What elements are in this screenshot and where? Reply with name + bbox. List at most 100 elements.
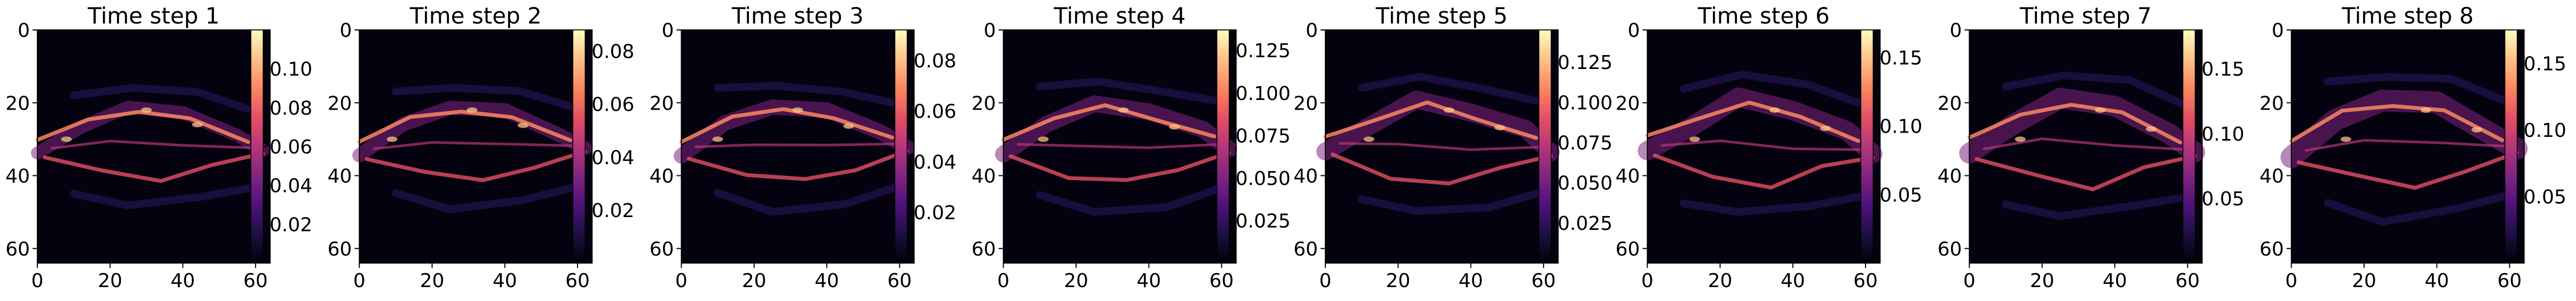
y-tick-label: 20 bbox=[327, 92, 352, 114]
heatmap-structure-2 bbox=[35, 110, 250, 144]
y-tick-label: 60 bbox=[2259, 238, 2284, 260]
heatmap-highlight bbox=[1038, 136, 1049, 142]
x-tick-label: 0 bbox=[1319, 270, 1332, 292]
x-tick-label: 0 bbox=[1963, 270, 1976, 292]
axes-frame bbox=[2290, 29, 2525, 264]
heatmap-panel-5: Time step 50 20 40 6002040600.0250.0500.075… bbox=[1293, 3, 1613, 292]
colorbar bbox=[2182, 29, 2196, 264]
y-tick-label: 20 bbox=[2259, 92, 2284, 114]
colorbar-tick-label: 0.04 bbox=[270, 175, 312, 197]
x-tick-label: 0 bbox=[353, 270, 366, 292]
y-tick-label: 60 bbox=[971, 238, 996, 260]
y-tick-label: 40 bbox=[1615, 166, 1640, 188]
x-tick-label: 40 bbox=[1781, 270, 1805, 292]
heatmap-structure-5 bbox=[69, 183, 259, 210]
heatmap-highlight bbox=[712, 136, 723, 142]
colorbar-tick-label: 0.05 bbox=[2202, 188, 2245, 210]
x-tick-label: 60 bbox=[2175, 270, 2200, 292]
chart-title: Time step 4 bbox=[1053, 3, 1186, 29]
axes-frame bbox=[359, 29, 593, 264]
x-tick-label: 40 bbox=[493, 270, 517, 292]
y-tick-label: 20 bbox=[5, 92, 30, 114]
heatmap-highlight bbox=[61, 136, 72, 142]
colorbar-tick-label: 0.02 bbox=[270, 214, 312, 236]
chart-title: Time step 8 bbox=[2341, 3, 2474, 29]
colorbar-tick-label: 0.05 bbox=[1879, 184, 1922, 206]
y-tick-label: 0 bbox=[662, 20, 674, 42]
x-tick-label: 60 bbox=[887, 270, 912, 292]
x-tick-label: 20 bbox=[98, 270, 122, 292]
heatmap-structure-4 bbox=[50, 140, 257, 150]
heatmap-field bbox=[1969, 30, 2202, 263]
colorbar-tick-label: 0.08 bbox=[914, 50, 957, 72]
chart-title: Time step 2 bbox=[409, 3, 542, 29]
x-tick-label: 20 bbox=[2030, 270, 2055, 292]
heatmap-structure-2 bbox=[1967, 103, 2183, 144]
heatmap-structure-5 bbox=[2324, 191, 2514, 226]
x-tick-label: 20 bbox=[1386, 270, 1410, 292]
axes-frame bbox=[1325, 29, 1559, 264]
x-tick-label: 60 bbox=[1531, 270, 1556, 292]
heatmap-structure-4 bbox=[1982, 137, 2189, 151]
colorbar-tick-label: 0.050 bbox=[1236, 168, 1291, 190]
colorbar-tick-label: 0.02 bbox=[914, 202, 957, 224]
x-tick-label: 40 bbox=[1459, 270, 1483, 292]
heatmap-highlight bbox=[386, 136, 398, 142]
colorbar-tick-label: 0.06 bbox=[914, 101, 957, 123]
x-tick-label: 20 bbox=[2352, 270, 2376, 292]
colorbar-tick-label: 0.050 bbox=[1558, 173, 1613, 195]
x-tick-label: 60 bbox=[1210, 270, 1234, 292]
heatmap-highlight bbox=[517, 122, 528, 128]
colorbar bbox=[2504, 29, 2518, 264]
colorbar-tick-label: 0.100 bbox=[1236, 83, 1291, 105]
heatmap-structure-1 bbox=[1638, 87, 1883, 164]
x-tick-label: 60 bbox=[243, 270, 268, 292]
heatmap-structure-3 bbox=[43, 151, 265, 183]
x-tick-label: 60 bbox=[2498, 270, 2522, 292]
colorbar bbox=[572, 29, 586, 264]
heatmap-highlight bbox=[843, 123, 854, 129]
colorbar-tick-label: 0.075 bbox=[1558, 132, 1613, 154]
x-tick-label: 40 bbox=[171, 270, 195, 292]
x-tick-label: 0 bbox=[675, 270, 688, 292]
colorbar bbox=[894, 29, 908, 264]
x-tick-label: 60 bbox=[565, 270, 590, 292]
heatmap-structure-6 bbox=[392, 84, 574, 111]
y-tick-label: 20 bbox=[650, 92, 674, 114]
y-tick-label: 40 bbox=[1938, 166, 1962, 188]
heatmap-panel-1: Time step 10 20 40 6002040600.020.040.060.0… bbox=[5, 3, 312, 292]
heatmap-structure-4 bbox=[373, 141, 579, 150]
axes-frame bbox=[1969, 29, 2203, 264]
y-tick-label: 60 bbox=[1938, 238, 1962, 260]
y-tick-label: 20 bbox=[1938, 92, 1962, 114]
heatmap-highlight bbox=[141, 107, 152, 113]
colorbar bbox=[250, 29, 264, 264]
y-tick-label: 40 bbox=[971, 166, 996, 188]
y-tick-label: 0 bbox=[18, 20, 30, 42]
heatmap-structure-6 bbox=[69, 84, 252, 113]
colorbar-tick-label: 0.05 bbox=[2524, 186, 2566, 208]
colorbar-tick-label: 0.02 bbox=[591, 200, 634, 222]
heatmap-structure-6 bbox=[2002, 71, 2184, 107]
axes-frame bbox=[681, 29, 915, 264]
x-tick-label: 40 bbox=[2424, 270, 2449, 292]
y-tick-label: 60 bbox=[650, 238, 674, 260]
heatmap-structure-2 bbox=[2289, 104, 2504, 143]
colorbar-tick-label: 0.10 bbox=[2202, 124, 2245, 145]
heatmap-structure-3 bbox=[1008, 151, 1231, 182]
heatmap-highlight bbox=[1168, 124, 1180, 130]
heatmap-highlight bbox=[2014, 136, 2026, 142]
axes-frame bbox=[1647, 29, 1881, 264]
x-tick-label: 40 bbox=[2103, 270, 2127, 292]
x-tick-label: 0 bbox=[2285, 270, 2297, 292]
y-tick-label: 0 bbox=[1627, 20, 1640, 42]
colorbar-tick-label: 0.06 bbox=[270, 136, 312, 158]
y-tick-label: 20 bbox=[1293, 92, 1318, 114]
heatmap-highlight bbox=[1820, 125, 1831, 131]
heatmap-structure-5 bbox=[1036, 183, 1226, 216]
colorbar-tick-label: 0.08 bbox=[270, 97, 312, 119]
heatmap-highlight bbox=[2420, 107, 2431, 113]
x-tick-label: 0 bbox=[997, 270, 1009, 292]
heatmap-structure-3 bbox=[686, 149, 909, 181]
